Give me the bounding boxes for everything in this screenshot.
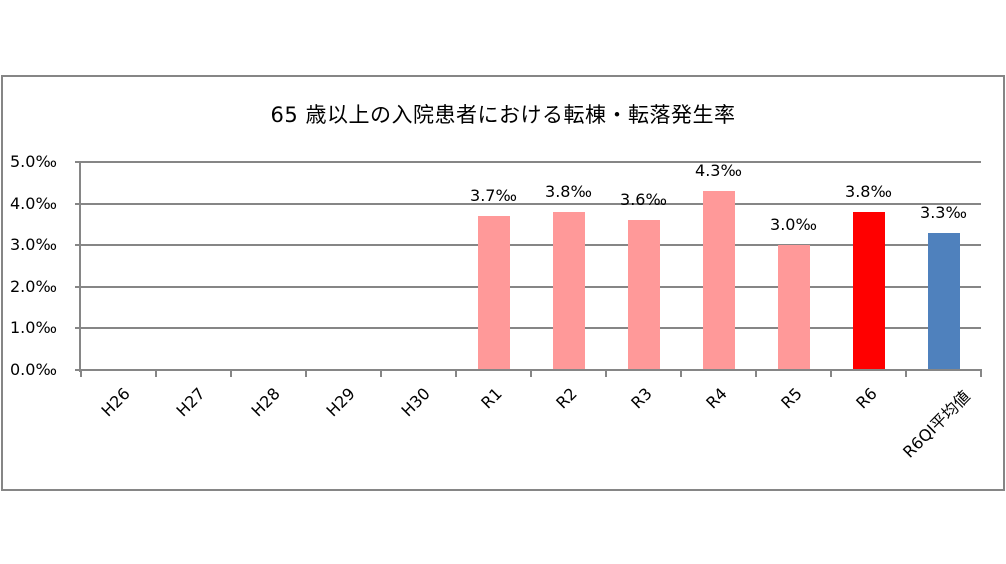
gridline: [81, 161, 981, 163]
gridline: [81, 327, 981, 330]
x-tick: [305, 369, 307, 377]
x-tick: [980, 369, 982, 377]
bar-R2: [552, 211, 585, 370]
value-label: 4.3‰: [695, 161, 742, 181]
y-tick: [75, 285, 81, 288]
x-tick: [155, 369, 157, 377]
gridline: [81, 285, 981, 288]
y-tick-label: 4.0‰: [10, 193, 57, 213]
gridline: [81, 244, 981, 247]
x-tick: [80, 369, 82, 377]
bar-R1: [477, 216, 510, 370]
x-tick: [905, 369, 907, 377]
x-tick: [530, 369, 532, 377]
value-label: 3.3‰: [920, 202, 967, 222]
x-tick: [680, 369, 682, 377]
y-tick: [75, 369, 81, 371]
value-label: 3.6‰: [620, 190, 667, 210]
value-label: 3.8‰: [545, 181, 592, 201]
x-tick: [605, 369, 607, 377]
y-tick-label: 0.0‰: [10, 360, 57, 379]
y-tick-label: 2.0‰: [10, 276, 57, 296]
value-label: 3.7‰: [470, 186, 517, 206]
x-tick: [230, 369, 232, 377]
y-axis-line: [79, 162, 81, 372]
x-tick: [380, 369, 382, 377]
x-tick: [755, 369, 757, 377]
bar-R6: [852, 211, 885, 370]
bar-R5: [777, 245, 810, 370]
y-tick-label: 1.0‰: [10, 318, 57, 338]
bar-R4: [702, 191, 735, 370]
y-tick: [75, 161, 81, 163]
y-tick-label: 5.0‰: [10, 152, 57, 171]
value-label: 3.0‰: [770, 215, 817, 235]
x-tick: [830, 369, 832, 377]
y-tick: [75, 327, 81, 330]
y-tick: [75, 202, 81, 205]
y-tick: [75, 244, 81, 247]
chart-title: 65 歳以上の入院患者における転棟・転落発生率: [270, 103, 736, 127]
value-label: 3.8‰: [845, 181, 892, 201]
bar-R3: [627, 220, 660, 370]
chart-frame: [1, 75, 1005, 491]
x-tick: [455, 369, 457, 377]
gridline: [81, 202, 981, 205]
bar-R6QI平均値: [927, 232, 960, 370]
y-tick-label: 3.0‰: [10, 235, 57, 255]
